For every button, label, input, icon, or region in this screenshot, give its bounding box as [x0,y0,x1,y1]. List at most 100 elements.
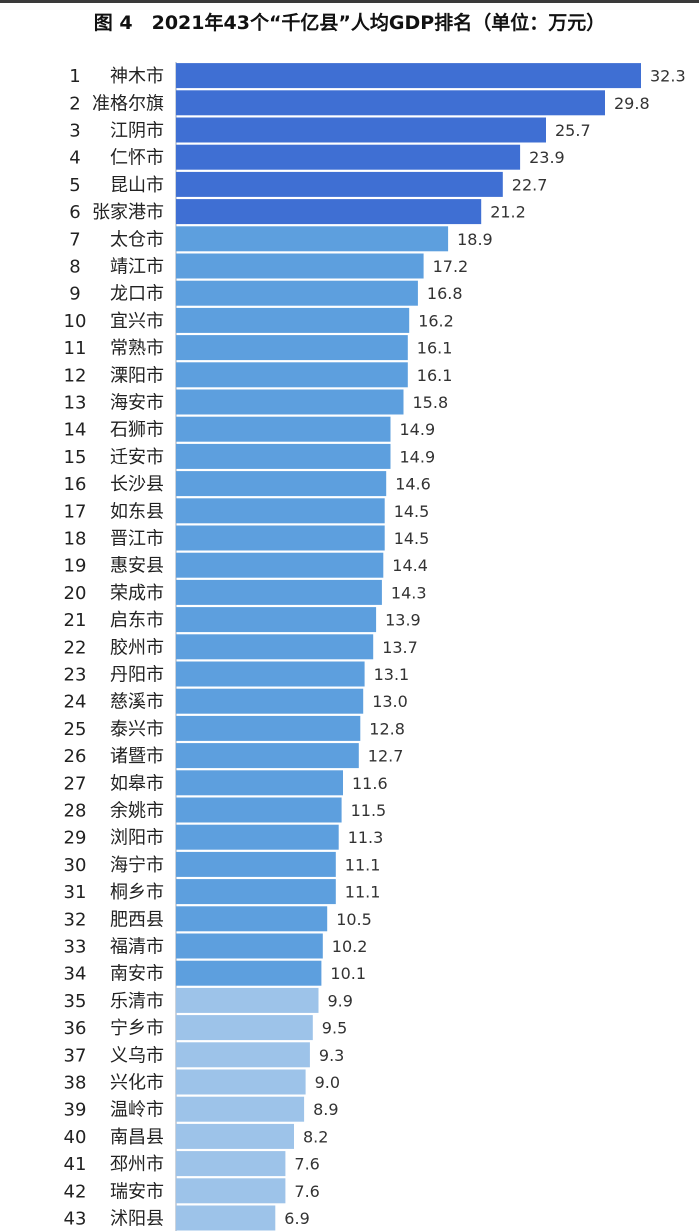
data-label: 12.8 [369,719,405,738]
bar [176,770,343,796]
data-label: 11.1 [345,855,381,874]
bar [176,906,328,932]
category-label: 邳州市 [110,1154,164,1175]
category-label: 宁乡市 [110,1018,164,1039]
rank-label: 37 [64,1045,87,1066]
category-label: 桐乡市 [110,882,164,903]
rank-label: 28 [64,801,87,822]
data-label: 9.3 [319,1046,344,1065]
rank-label: 26 [64,746,87,767]
category-label: 福清市 [110,937,164,958]
bar [176,362,408,388]
bar [176,471,387,497]
rank-label: 22 [64,637,87,658]
category-label: 慈溪市 [110,692,164,713]
bar [176,443,391,469]
rank-label: 23 [64,665,87,686]
data-label: 8.9 [313,1100,338,1119]
bar [176,498,385,524]
category-label: 如皋市 [110,773,164,794]
category-label: 荣成市 [110,583,164,604]
category-label: 泰兴市 [110,719,164,740]
category-label: 晋江市 [110,529,164,550]
data-label: 14.6 [395,475,431,494]
category-label: 准格尔旗 [92,93,164,114]
category-label: 南昌县 [110,1127,164,1148]
bar [176,1151,286,1177]
bar [176,199,482,225]
bar [176,960,322,986]
rank-label: 5 [69,175,80,196]
data-label: 14.3 [391,583,427,602]
data-label: 8.2 [303,1127,328,1146]
category-label: 龙口市 [110,284,164,305]
bar [176,743,359,769]
category-label: 如东县 [110,501,164,522]
rank-label: 29 [64,828,87,849]
rank-label: 25 [64,719,87,740]
rank-label: 13 [64,393,87,414]
data-label: 9.9 [328,991,353,1010]
bar [176,797,342,823]
bar [176,117,546,143]
bar [176,171,503,197]
category-label: 张家港市 [92,202,164,223]
data-label: 11.1 [345,883,381,902]
bar [176,879,336,905]
bar [176,552,384,578]
rank-label: 40 [64,1127,87,1148]
category-label: 浏阳市 [110,828,164,849]
category-label: 南安市 [110,964,164,985]
bar [176,1069,306,1095]
data-label: 15.8 [413,393,449,412]
rank-label: 21 [64,610,87,631]
category-label: 迁安市 [110,447,164,468]
rank-label: 17 [64,501,87,522]
data-label: 13.9 [385,611,421,630]
rank-label: 16 [64,474,87,495]
bar [176,688,364,714]
data-label: 14.5 [394,529,430,548]
data-label: 10.2 [332,937,368,956]
category-label: 海宁市 [110,855,164,876]
data-label: 13.1 [374,665,410,684]
bar [176,335,408,361]
bar [176,389,404,415]
rank-label: 30 [64,855,87,876]
data-label: 29.8 [614,94,650,113]
category-label: 丹阳市 [110,665,164,686]
data-label: 13.0 [372,692,408,711]
rank-label: 4 [69,148,80,169]
data-label: 16.2 [418,311,454,330]
data-label: 13.7 [382,638,418,657]
rank-label: 8 [69,257,80,278]
bar [176,715,361,741]
category-label: 江阴市 [110,121,164,142]
bar [176,824,339,850]
data-label: 22.7 [512,175,548,194]
category-label: 温岭市 [110,1100,164,1121]
bar [176,851,336,877]
rank-label: 31 [64,882,87,903]
bar [176,63,641,89]
data-label: 14.9 [400,447,436,466]
category-label: 海安市 [110,393,164,414]
data-label: 18.9 [457,230,493,249]
category-label: 惠安县 [110,556,164,577]
data-label: 16.1 [417,366,453,385]
data-label: 16.1 [417,339,453,358]
rank-label: 3 [69,121,80,142]
category-label: 石狮市 [110,420,164,441]
category-label: 诸暨市 [110,746,164,767]
bar [176,226,449,252]
data-label: 10.1 [330,964,366,983]
category-label: 启东市 [110,610,164,631]
data-label: 12.7 [368,747,404,766]
rank-label: 1 [69,66,80,87]
data-label: 11.3 [348,828,384,847]
rank-label: 20 [64,583,87,604]
bar [176,1178,286,1204]
bar [176,1042,310,1068]
category-label: 溧阳市 [110,365,164,386]
